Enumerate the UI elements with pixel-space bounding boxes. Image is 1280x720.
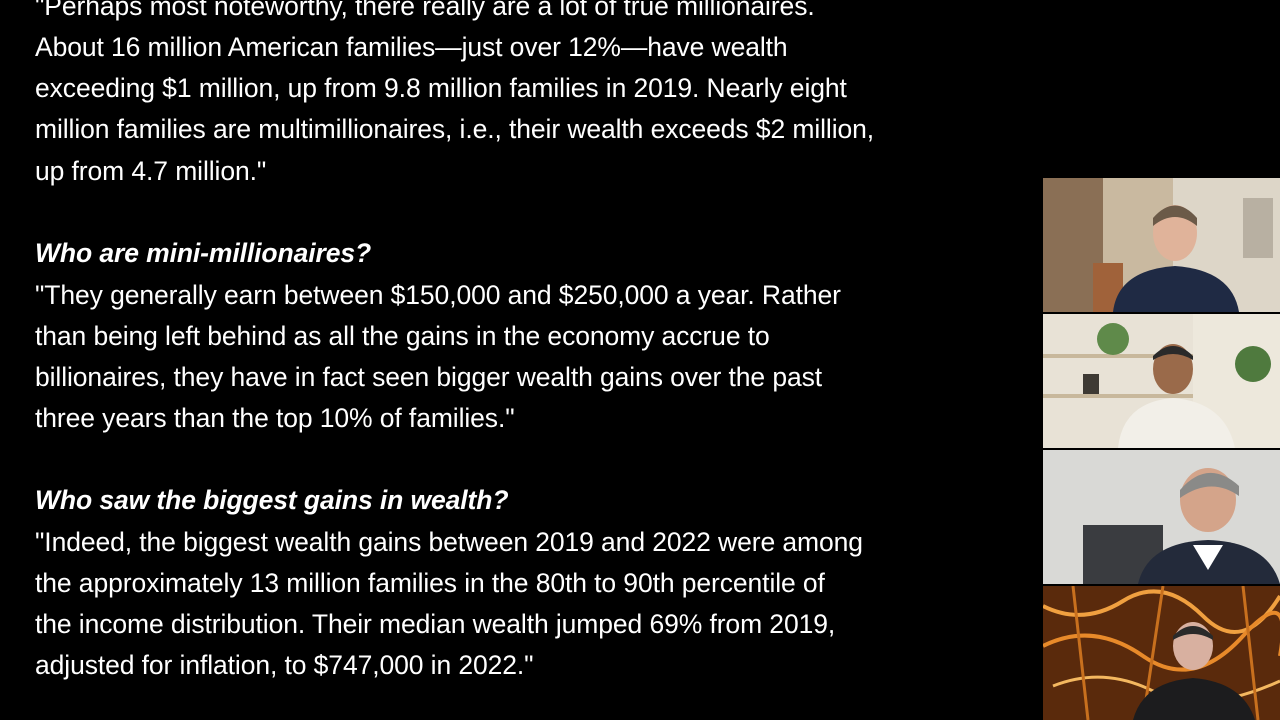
section-heading: Who are mini-millionaires? xyxy=(35,238,372,268)
quote-line: adjusted for inflation, to $747,000 in 2… xyxy=(35,650,534,680)
participant-video-tile-3[interactable] xyxy=(1043,450,1280,584)
quote-line: About 16 million American families—just … xyxy=(35,32,788,62)
quote-line: three years than the top 10% of families… xyxy=(35,403,515,433)
quote-line: the approximately 13 million families in… xyxy=(35,568,825,598)
section-heading: Who saw the biggest gains in wealth? xyxy=(35,485,509,515)
quote-line: up from 4.7 million." xyxy=(35,156,267,186)
participant-video-tile-2[interactable] xyxy=(1043,314,1280,448)
quote-line: "Indeed, the biggest wealth gains betwee… xyxy=(35,527,863,557)
participant-video-tile-1[interactable] xyxy=(1043,178,1280,312)
quote-line: "They generally earn between $150,000 an… xyxy=(35,280,841,310)
quote-line: billionaires, they have in fact seen big… xyxy=(35,362,823,392)
participant-video-strip xyxy=(1043,178,1280,720)
participant-video-tile-4[interactable] xyxy=(1043,586,1280,720)
quote-line: the income distribution. Their median we… xyxy=(35,609,836,639)
quote-line: "Perhaps most noteworthy, there really a… xyxy=(35,0,815,21)
quote-line: million families are multimillionaires, … xyxy=(35,114,875,144)
quote-line: exceeding $1 million, up from 9.8 millio… xyxy=(35,73,847,103)
quote-line: than being left behind as all the gains … xyxy=(35,321,770,351)
